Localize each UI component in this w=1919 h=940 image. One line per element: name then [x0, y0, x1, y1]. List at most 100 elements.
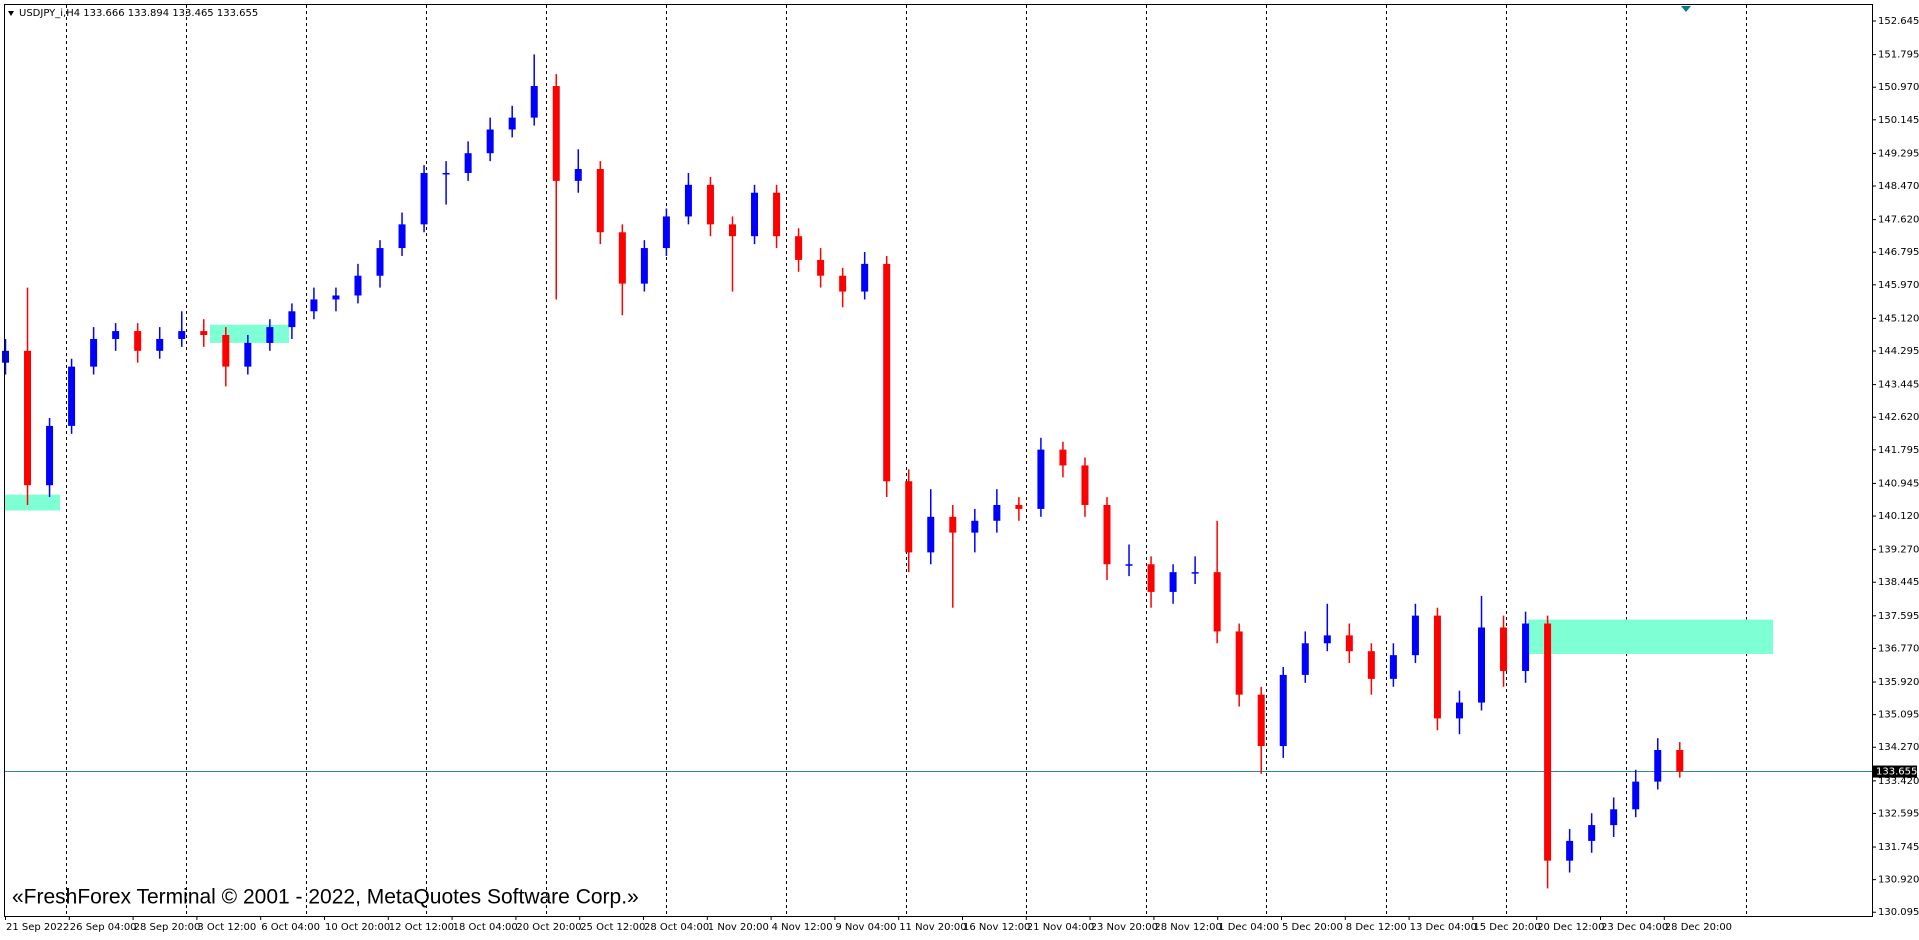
candle-body: [1191, 572, 1199, 574]
candle-body: [2, 350, 9, 363]
shift-marker: [1681, 6, 1691, 12]
x-tick-label: 4 Nov 12:00: [772, 922, 833, 933]
candle-body: [398, 224, 406, 249]
x-tick-label: 20 Oct 20:00: [516, 922, 581, 933]
candle-body: [200, 331, 208, 336]
candle-body: [134, 331, 142, 351]
x-tick-label: 23 Dec 04:00: [1601, 922, 1668, 933]
x-tick-label: 10 Oct 20:00: [325, 922, 390, 933]
candle-body: [530, 86, 538, 118]
zone: [1528, 619, 1773, 654]
candle-body: [971, 520, 979, 533]
period-separators: [66, 5, 1747, 916]
x-tick-label: 3 Oct 12:00: [197, 922, 256, 933]
y-tick-label: 135.095: [1878, 710, 1919, 721]
zone: [210, 324, 289, 343]
candle-body: [1610, 809, 1618, 826]
candle-body: [354, 275, 362, 296]
candle-body: [640, 248, 648, 284]
y-tick-label: 146.795: [1878, 247, 1919, 258]
x-tick-label: 1 Dec 04:00: [1218, 922, 1279, 933]
candle-body: [574, 169, 582, 181]
y-tick-label: 145.120: [1878, 313, 1919, 324]
candle-body: [1257, 694, 1265, 747]
zones: [5, 324, 1773, 654]
y-tick-label: 130.920: [1878, 875, 1919, 886]
candle-body: [1676, 750, 1684, 772]
candle-body: [420, 172, 428, 225]
candle-body: [839, 275, 847, 292]
candle-body: [112, 331, 120, 339]
x-tick-label: 15 Dec 20:00: [1473, 922, 1540, 933]
candle-body: [1301, 643, 1309, 675]
candle-body: [1500, 627, 1508, 671]
candle-body: [486, 129, 494, 154]
x-tick-label: 11 Nov 20:00: [899, 922, 966, 933]
candle-body: [552, 86, 560, 181]
candle-body: [927, 516, 935, 553]
y-tick-label: 141.795: [1878, 445, 1919, 456]
menu-arrow[interactable]: [8, 11, 14, 16]
candle-body: [1544, 623, 1552, 861]
candle-body: [905, 481, 913, 553]
y-tick-label: 135.920: [1878, 677, 1919, 688]
candle-body: [464, 153, 472, 173]
candle-body: [178, 331, 186, 339]
y-tick-label: 140.120: [1878, 511, 1919, 522]
x-tick-label: 28 Nov 12:00: [1154, 922, 1221, 933]
current-price-label: 133.655: [1876, 767, 1917, 778]
candle-body: [662, 216, 670, 249]
y-tick-label: 149.295: [1878, 148, 1919, 159]
candle-body: [1367, 651, 1375, 679]
candle-body: [1566, 840, 1574, 861]
candle-body: [244, 342, 252, 367]
x-tick-label: 8 Dec 12:00: [1346, 922, 1407, 933]
candle-body: [222, 335, 230, 367]
candle-body: [618, 232, 626, 284]
x-tick-label: 21 Sep 2022: [6, 922, 69, 933]
y-tick-label: 152.645: [1878, 16, 1919, 27]
symbol-header: USDJPY_i,H4 133.666 133.894 133.465 133.…: [19, 8, 258, 19]
candle-body: [508, 117, 516, 130]
candle-body: [1015, 504, 1023, 509]
y-tick-label: 139.270: [1878, 545, 1919, 556]
candle-body: [1147, 564, 1155, 592]
y-tick-label: 138.445: [1878, 577, 1919, 588]
x-tick-label: 9 Nov 04:00: [835, 922, 896, 933]
y-tick-label: 143.445: [1878, 380, 1919, 391]
candle-body: [1389, 655, 1397, 679]
y-tick-label: 151.795: [1878, 50, 1919, 61]
x-tick-label: 20 Dec 12:00: [1537, 922, 1604, 933]
candle-body: [68, 366, 76, 426]
x-tick-label: 13 Dec 04:00: [1410, 922, 1477, 933]
y-tick-label: 147.620: [1878, 215, 1919, 226]
y-tick-label: 148.470: [1878, 181, 1919, 192]
candle-body: [993, 504, 1001, 521]
x-tick-label: 5 Dec 20:00: [1282, 922, 1343, 933]
candle-body: [442, 172, 450, 175]
candle-body: [706, 184, 714, 225]
candle-body: [728, 224, 736, 237]
candle-body: [883, 263, 891, 482]
candle-body: [288, 311, 296, 328]
candle-body: [1455, 702, 1463, 719]
candle-body: [266, 327, 274, 343]
candle-body: [156, 338, 164, 351]
y-tick-label: 133.420: [1878, 776, 1919, 787]
candle-body: [1279, 674, 1287, 747]
candle-body: [310, 299, 318, 312]
x-tick-label: 12 Oct 12:00: [389, 922, 454, 933]
candle-body: [817, 259, 825, 276]
candle-body: [596, 169, 604, 233]
candle-body: [1059, 449, 1067, 466]
candle-body: [751, 192, 759, 237]
x-tick-label: 28 Sep 20:00: [134, 922, 201, 933]
candle-body: [1654, 750, 1662, 782]
candle-body: [1169, 572, 1177, 592]
x-tick-label: 18 Oct 04:00: [453, 922, 518, 933]
candle-body: [1478, 627, 1486, 703]
x-tick-label: 16 Nov 12:00: [963, 922, 1030, 933]
candle-body: [1411, 615, 1419, 656]
